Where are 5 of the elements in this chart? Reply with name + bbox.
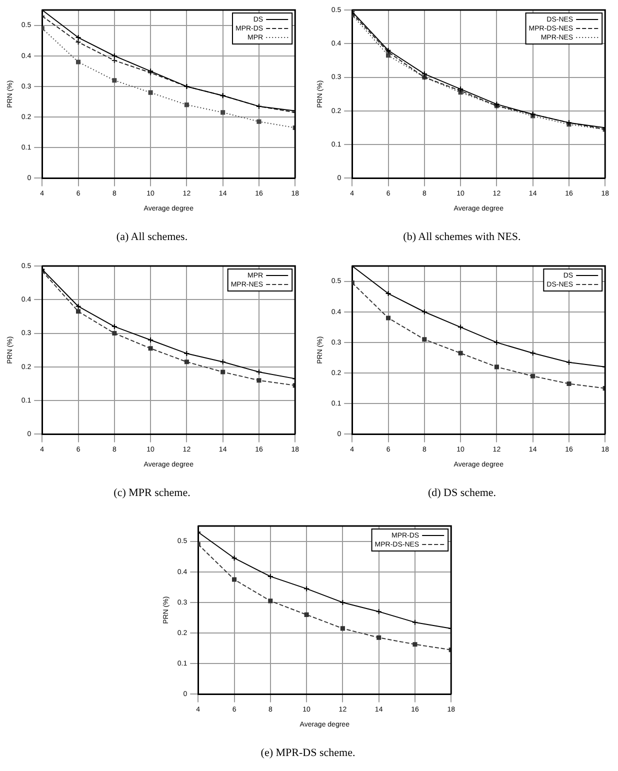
- text: (a) All schemes.: [115, 231, 189, 243]
- text: (d) DS scheme.: [426, 487, 498, 499]
- text: (c) MPR scheme.: [112, 487, 192, 499]
- text: (b) All schemes with NES.: [402, 231, 522, 243]
- text: (e) MPR-DS scheme.: [260, 747, 356, 759]
